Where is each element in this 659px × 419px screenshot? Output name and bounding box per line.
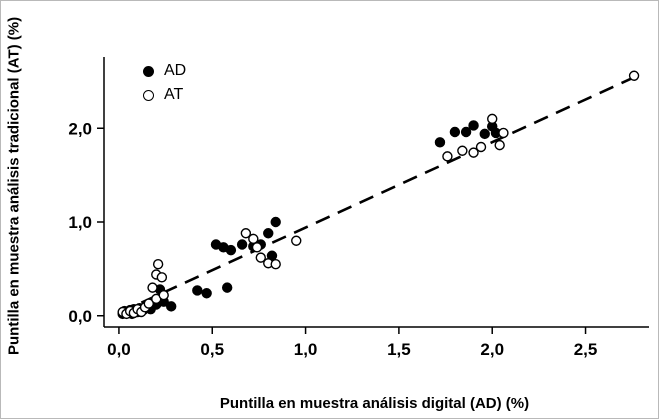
series-AT-points: [117, 70, 640, 320]
svg-text:0,0: 0,0: [107, 340, 131, 359]
svg-text:2,5: 2,5: [574, 340, 598, 359]
x-axis-ticks: 0,0 0,5 1,0 1,5 2,0 2,5: [107, 327, 597, 359]
svg-text:2,0: 2,0: [68, 119, 92, 138]
svg-text:1,0: 1,0: [68, 213, 92, 232]
legend-item-ad: AD: [143, 63, 186, 79]
svg-text:1,0: 1,0: [294, 340, 318, 359]
svg-text:1,5: 1,5: [387, 340, 411, 359]
axes: [103, 57, 649, 328]
legend-label-ad: AD: [164, 62, 187, 79]
legend-item-at: AT: [143, 87, 186, 103]
y-axis-title: Puntilla en muestra análisis tradicional…: [5, 16, 23, 356]
trend-line: [140, 72, 643, 304]
legend-label-at: AT: [164, 86, 184, 103]
svg-text:0,0: 0,0: [68, 307, 92, 326]
open-circle-icon: [143, 89, 154, 101]
y-axis-ticks: 0,0 1,0 2,0: [68, 119, 104, 326]
x-axis-title: Puntilla en muestra análisis digital (AD…: [219, 395, 530, 412]
svg-text:2,0: 2,0: [480, 340, 504, 359]
filled-circle-icon: [143, 65, 154, 77]
series-AD-points: [117, 120, 502, 320]
svg-text:0,5: 0,5: [200, 340, 224, 359]
chart-legend: AD AT: [143, 63, 186, 103]
